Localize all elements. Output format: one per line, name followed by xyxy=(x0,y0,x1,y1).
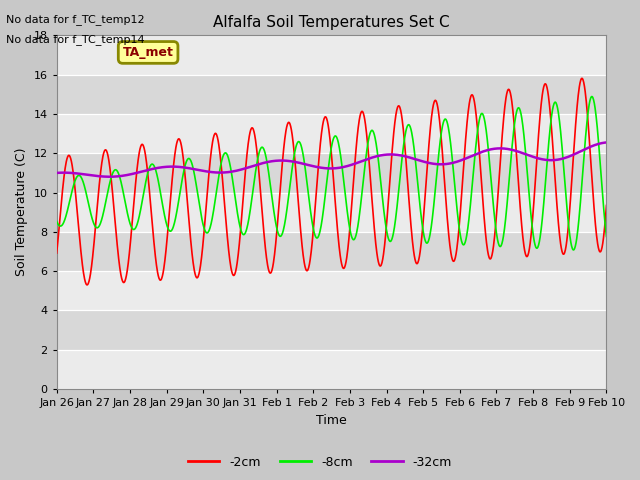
Bar xyxy=(57,74,607,114)
Title: Alfalfa Soil Temperatures Set C: Alfalfa Soil Temperatures Set C xyxy=(213,15,450,30)
X-axis label: Time: Time xyxy=(316,414,347,427)
Bar xyxy=(57,232,607,271)
Legend: -2cm, -8cm, -32cm: -2cm, -8cm, -32cm xyxy=(183,451,457,474)
Bar xyxy=(57,192,607,232)
Text: TA_met: TA_met xyxy=(123,46,173,59)
Text: No data for f_TC_temp14: No data for f_TC_temp14 xyxy=(6,34,145,45)
Bar xyxy=(57,350,607,389)
Bar xyxy=(57,36,607,74)
Bar xyxy=(57,271,607,311)
Y-axis label: Soil Temperature (C): Soil Temperature (C) xyxy=(15,148,28,276)
Bar xyxy=(57,114,607,153)
Bar xyxy=(57,311,607,350)
Bar xyxy=(57,153,607,192)
Text: No data for f_TC_temp12: No data for f_TC_temp12 xyxy=(6,14,145,25)
